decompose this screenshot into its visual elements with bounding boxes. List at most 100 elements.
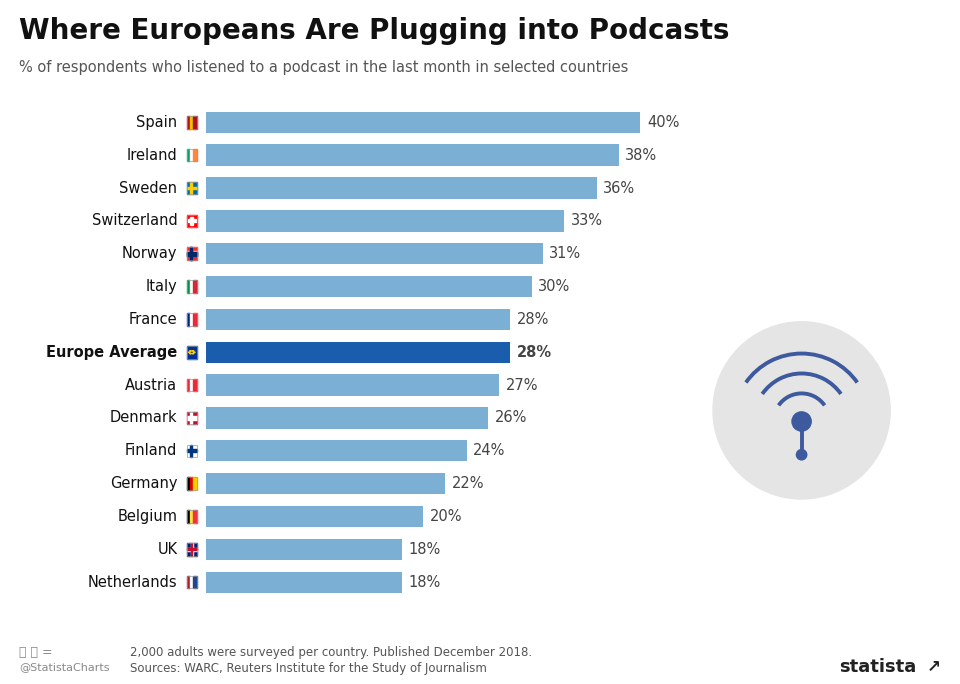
Bar [206,374,499,396]
Text: Switzerland: Switzerland [91,213,178,228]
Bar [187,548,197,551]
Text: 33%: 33% [571,213,603,228]
Bar [190,149,193,161]
Bar [187,543,197,555]
Bar [191,543,193,555]
Bar [206,111,640,133]
Bar [206,243,542,265]
Bar [187,445,197,457]
Bar [187,445,197,457]
Bar [187,346,197,358]
Bar [187,449,197,452]
Bar [206,276,532,298]
Bar [187,346,197,358]
Bar [187,313,190,326]
Text: Belgium: Belgium [117,509,178,524]
Text: Germany: Germany [109,476,178,491]
Bar [187,252,197,256]
Bar [193,149,197,161]
Bar [190,116,193,129]
Bar [193,280,197,293]
Text: 30%: 30% [539,279,570,294]
Text: % of respondents who listened to a podcast in the last month in selected countri: % of respondents who listened to a podca… [19,60,629,75]
Text: 38%: 38% [625,148,658,163]
Circle shape [713,321,890,499]
Bar [187,149,197,161]
Bar [187,313,197,326]
Text: Where Europeans Are Plugging into Podcasts: Where Europeans Are Plugging into Podcas… [19,17,730,45]
Bar [187,215,197,227]
Bar [190,412,192,424]
Bar [206,341,510,363]
Bar [187,477,190,490]
Bar [187,576,190,588]
Bar [206,506,423,527]
Text: 28%: 28% [516,312,549,327]
Bar [187,379,197,391]
Bar [190,182,192,194]
Bar [190,217,193,224]
Text: Ⓒ ⓘ =: Ⓒ ⓘ = [19,646,53,659]
Bar [187,412,197,424]
Text: statista: statista [840,658,917,676]
Text: ↗: ↗ [926,658,940,676]
Bar [187,549,197,551]
Text: Netherlands: Netherlands [87,575,178,590]
Bar [206,407,489,429]
Text: @StatistaCharts: @StatistaCharts [19,662,109,672]
Text: 36%: 36% [604,181,636,196]
Bar [206,144,618,166]
Text: 24%: 24% [473,443,506,458]
Text: 18%: 18% [408,575,441,590]
Bar [193,313,197,326]
Text: 26%: 26% [495,410,527,425]
Bar [187,182,197,194]
Bar [190,248,192,260]
Bar [187,215,197,227]
Text: Italy: Italy [146,279,178,294]
Circle shape [792,412,811,431]
Bar [193,576,197,588]
Bar [187,280,190,293]
Text: Spain: Spain [136,115,178,130]
Bar [206,177,597,198]
Bar [187,252,197,256]
Text: 31%: 31% [549,246,582,261]
Bar [187,412,197,424]
Bar [187,510,190,523]
Bar [187,379,190,391]
Circle shape [797,449,806,460]
Bar [190,510,193,523]
Bar [187,187,197,189]
Bar [187,248,197,260]
Bar [190,280,193,293]
Text: Finland: Finland [125,443,178,458]
Bar [190,576,193,588]
Text: Sources: WARC, Reuters Institute for the Study of Journalism: Sources: WARC, Reuters Institute for the… [130,662,487,675]
Bar [187,543,197,555]
Text: Austria: Austria [126,378,178,393]
Text: Denmark: Denmark [109,410,178,425]
Bar [193,510,197,523]
Bar [190,248,192,260]
Bar [206,539,401,560]
Bar [193,116,197,129]
Bar [187,116,197,129]
Text: Europe Average: Europe Average [46,345,178,360]
Bar [193,477,197,490]
Bar [187,417,197,419]
Bar [187,182,197,194]
Bar [193,379,197,391]
Bar [189,248,192,260]
Bar [187,280,197,293]
Text: 20%: 20% [430,509,463,524]
Bar [187,116,190,129]
Text: Norway: Norway [122,246,178,261]
Text: 27%: 27% [506,378,539,393]
Bar [206,308,510,330]
Text: 2,000 adults were surveyed per country. Published December 2018.: 2,000 adults were surveyed per country. … [130,646,532,659]
Text: Ireland: Ireland [127,148,178,163]
Bar [187,477,197,490]
Bar [187,248,197,260]
Bar [206,210,564,232]
